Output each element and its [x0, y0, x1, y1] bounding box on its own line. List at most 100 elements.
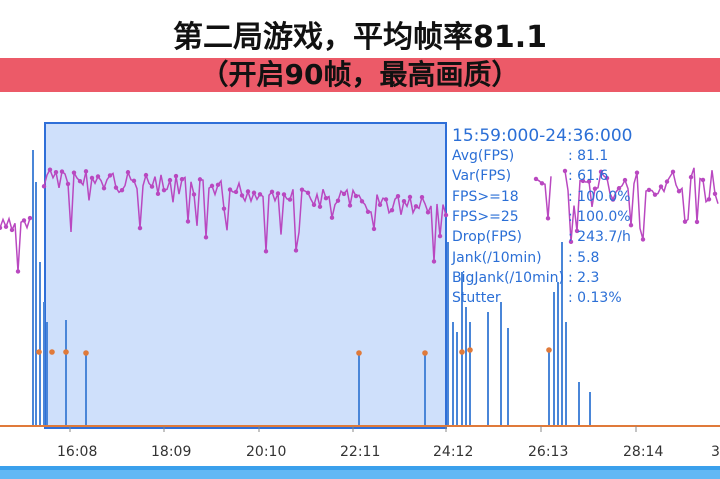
fps-point [317, 204, 323, 209]
fps-point [664, 179, 670, 184]
fps-point [113, 185, 119, 190]
fps-point [652, 192, 658, 197]
fps-point [658, 184, 664, 189]
fps-point [3, 224, 9, 229]
fps-point [341, 191, 347, 197]
fps-point [670, 169, 676, 175]
fps-point [167, 177, 173, 183]
fps-point [359, 199, 365, 204]
fps-point [257, 192, 263, 197]
x-tick-label: 28:14 [623, 444, 663, 460]
fps-point [592, 186, 598, 191]
fps-point [305, 190, 311, 196]
fps-point [287, 197, 293, 202]
stat-label: Var(FPS) [452, 168, 512, 185]
fps-point [323, 196, 329, 201]
fps-point [329, 215, 335, 220]
fps-point [65, 181, 71, 187]
stat-value: : 2.3 [568, 269, 600, 286]
fps-point [628, 222, 634, 228]
fps-point [281, 192, 287, 197]
x-tick-label: 18:09 [151, 444, 191, 460]
fps-point [203, 235, 209, 240]
fps-point [533, 176, 539, 182]
x-tick-label: 20:10 [246, 444, 286, 460]
fps-point [395, 194, 401, 199]
fps-point [269, 189, 275, 195]
fps-point [353, 193, 359, 199]
stat-label: BigJank(/10min) [452, 269, 564, 286]
fps-point [694, 219, 700, 225]
fps-point [263, 249, 269, 254]
fps-point [335, 198, 341, 203]
fps-point [377, 202, 383, 208]
fps-point [239, 193, 245, 198]
fps-point [155, 191, 161, 197]
fps-point [293, 248, 299, 253]
fps-point [688, 174, 694, 180]
jank-marker [467, 347, 473, 353]
stat-label: FPS>=25 [452, 208, 519, 225]
fps-point [682, 219, 688, 224]
jank-marker [459, 349, 465, 355]
fps-point [89, 175, 95, 181]
fps-point [95, 174, 101, 179]
fps-point [676, 189, 682, 194]
fps-point [233, 189, 239, 195]
fps-point [101, 186, 107, 191]
fps-point [53, 169, 59, 175]
fps-point [562, 168, 568, 174]
fps-point [59, 169, 65, 174]
fps-point [9, 227, 15, 233]
fps-point [179, 177, 185, 182]
fps-point [431, 259, 437, 264]
fps-point [197, 177, 203, 182]
chart-title: 第二局游戏，平均帧率81.1 [172, 20, 548, 55]
fps-point [586, 179, 592, 184]
fps-point [71, 170, 77, 175]
x-tick-label: 16:08 [57, 444, 97, 460]
fps-series [0, 167, 719, 274]
selection-region [44, 122, 447, 429]
fps-point [413, 204, 419, 209]
fps-point [221, 206, 227, 211]
scrollbar-thumb[interactable] [0, 470, 720, 479]
fps-point [0, 225, 3, 230]
jank-marker [49, 349, 55, 355]
chart-subtitle: （开启90帧，最高画质） [200, 58, 520, 91]
fps-point [425, 210, 431, 215]
fps-line-segment [564, 167, 719, 242]
stat-value: : 243.7/h [568, 229, 631, 246]
fps-point [598, 169, 604, 174]
x-axis: 16:08 18:09 20:10 22:11 24:12 26:13 28:14 30:1 [0, 425, 720, 460]
fps-point [539, 181, 545, 186]
fps-point [131, 178, 137, 184]
fps-point [389, 208, 395, 213]
fps-point [419, 194, 425, 200]
fps-point [616, 186, 622, 191]
fps-point [209, 183, 215, 189]
fps-point [347, 203, 353, 208]
jank-marker [422, 350, 428, 356]
jank-marker [36, 349, 42, 355]
fps-line-segment [0, 216, 31, 272]
fps-point [407, 194, 413, 200]
stat-label: Avg(FPS) [452, 148, 515, 164]
fps-point [604, 175, 610, 181]
stat-label: FPS>=18 [452, 188, 519, 205]
fps-point [311, 202, 317, 208]
fps-point [83, 169, 89, 174]
fps-point [371, 226, 377, 232]
subtitle-band [0, 58, 720, 92]
fps-point [119, 187, 125, 193]
fps-point [634, 170, 640, 175]
fps-chart: 16:08 18:09 20:10 22:11 24:12 26:13 28:14 30:1 [0, 122, 720, 460]
x-tick-label: 30:1 [711, 444, 720, 460]
fps-point [227, 187, 233, 192]
fps-point [580, 178, 586, 184]
jank-marker [356, 350, 362, 356]
fps-point [275, 191, 281, 196]
fps-point [383, 197, 389, 202]
stat-value: : 100.0% [568, 188, 631, 205]
fps-point [215, 182, 221, 188]
